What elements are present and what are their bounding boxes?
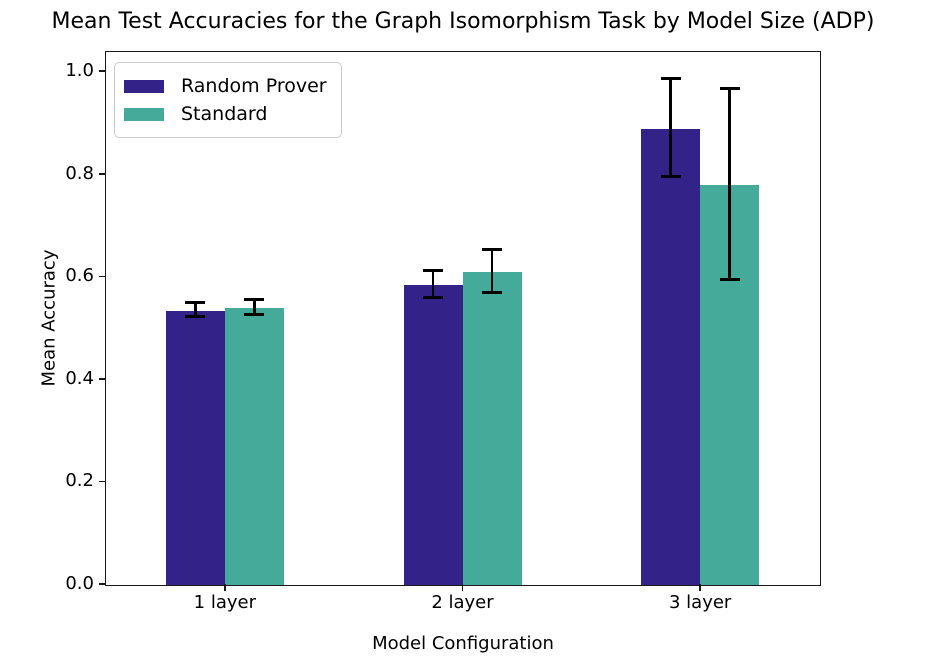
bar-random-prover-2-layer: [403, 285, 463, 585]
x-axis-label: Model Configuration: [372, 633, 554, 654]
y-tick-label: 0.8: [65, 162, 94, 184]
x-tick-label-2-layer: 2 layer: [431, 592, 494, 613]
bar-random-prover-1-layer: [165, 310, 225, 585]
x-tick-mark: [461, 584, 464, 591]
errorbar-top-cap-random-prover-3-layer: [660, 77, 681, 81]
x-tick-mark: [699, 584, 701, 591]
errorbar-line-random-prover-2-layer: [431, 270, 435, 298]
legend-item-random-prover: Random Prover: [124, 72, 327, 100]
legend-swatch-random-prover: [124, 79, 164, 93]
bar-standard-2-layer: [462, 272, 522, 585]
y-tick-label: 0.6: [65, 265, 94, 287]
bar-standard-1-layer: [224, 308, 284, 585]
errorbar-top-cap-standard-3-layer: [719, 86, 740, 90]
errorbar-bottom-cap-standard-2-layer: [482, 291, 502, 295]
x-tick-mark: [224, 584, 226, 591]
y-tick-label: 0.0: [65, 573, 94, 594]
legend-label-standard: Standard: [181, 103, 268, 125]
y-tick-mark: [99, 583, 106, 585]
legend: Random Prover Standard: [114, 62, 342, 138]
y-tick-label: 0.4: [65, 367, 94, 389]
errorbar-top-cap-standard-1-layer: [244, 298, 265, 302]
errorbar-top-cap-random-prover-1-layer: [185, 300, 206, 304]
chart-title: Mean Test Accuracies for the Graph Isomo…: [51, 9, 875, 34]
legend-label-random-prover: Random Prover: [181, 75, 327, 97]
errorbar-line-standard-1-layer: [253, 299, 256, 315]
y-tick-mark: [99, 378, 106, 380]
errorbar-line-standard-2-layer: [490, 249, 494, 293]
errorbar-top-cap-random-prover-2-layer: [423, 268, 443, 272]
errorbar-bottom-cap-standard-3-layer: [719, 278, 740, 282]
bar-random-prover-3-layer: [641, 128, 701, 585]
y-tick-mark: [99, 70, 106, 72]
legend-item-standard: Standard: [124, 100, 327, 128]
errorbar-bottom-cap-standard-1-layer: [244, 312, 265, 316]
errorbar-top-cap-standard-2-layer: [482, 248, 502, 252]
errorbar-bottom-cap-random-prover-3-layer: [660, 174, 681, 178]
y-tick-label: 1.0: [65, 60, 94, 82]
plot-area: Random Prover Standard: [105, 51, 821, 586]
x-tick-label-1-layer: 1 layer: [193, 592, 256, 613]
y-tick-mark: [99, 275, 106, 278]
errorbar-line-random-prover-1-layer: [194, 302, 197, 317]
x-tick-label-3-layer: 3 layer: [668, 592, 732, 613]
y-tick-mark: [99, 173, 106, 175]
errorbar-line-standard-3-layer: [728, 88, 731, 280]
errorbar-line-random-prover-3-layer: [669, 78, 672, 177]
y-tick-label: 0.2: [65, 470, 94, 492]
y-tick-mark: [99, 480, 106, 483]
errorbar-bottom-cap-random-prover-1-layer: [185, 315, 206, 319]
legend-swatch-standard: [124, 107, 164, 121]
errorbar-bottom-cap-random-prover-2-layer: [423, 296, 443, 300]
